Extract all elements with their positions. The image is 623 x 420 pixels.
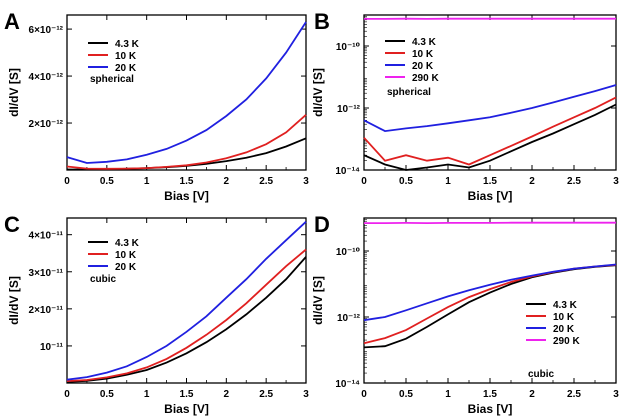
x-tick-label-c: 1.5	[180, 389, 194, 400]
x-axis-label-a: Bias [V]	[164, 189, 209, 203]
x-tick-label-a: 1.5	[180, 176, 194, 187]
y-tick-label-a: 4×10⁻¹²	[29, 72, 64, 83]
x-tick-label-b: 0	[361, 176, 367, 187]
annotation-b: spherical	[387, 87, 431, 98]
x-tick-label-a: 1	[144, 176, 150, 187]
plot-frame-a	[66, 14, 307, 171]
series-line-d-1	[363, 264, 617, 345]
x-tick-label-c: 2	[224, 389, 230, 400]
x-tick-label-b: 2	[529, 176, 535, 187]
y-tick-label-c: 10⁻¹¹	[40, 342, 64, 353]
panel-a: 0 0.5 1 1.5 2 2.5 3 2×10⁻¹² 4×10⁻¹² 6×10⁻¹² Bias […	[4, 9, 309, 203]
legend-entry-c-2: 20 K	[115, 262, 137, 273]
series-line-d-2	[363, 263, 617, 322]
panel-label-a: A	[4, 9, 20, 34]
legend-entry-b-2: 20 K	[412, 61, 434, 72]
legend-a: 4.3 K10 K20 K	[88, 39, 140, 74]
series-line-c-2	[66, 221, 307, 381]
legend-entry-a-0: 4.3 K	[115, 39, 140, 50]
x-tick-label-d: 3	[613, 389, 619, 400]
x-tick-label-a: 0	[64, 176, 70, 187]
x-tick-label-a: 2.5	[259, 176, 273, 187]
plot-frame-d	[363, 217, 617, 384]
y-tick-label-d: 10⁻¹⁴	[335, 379, 360, 390]
series-line-c-1	[66, 248, 307, 382]
legend-entry-c-1: 10 K	[115, 250, 137, 261]
legend-entry-b-0: 4.3 K	[412, 37, 437, 48]
panel-label-b: B	[314, 9, 330, 34]
y-tick-label-b: 10⁻¹⁴	[335, 166, 360, 177]
x-tick-label-c: 0	[64, 389, 70, 400]
annotation-a: spherical	[90, 74, 134, 85]
legend-entry-b-3: 290 K	[412, 73, 439, 84]
x-tick-label-c: 1	[144, 389, 150, 400]
series-line-a-1	[66, 114, 307, 170]
x-tick-label-a: 3	[303, 176, 309, 187]
x-tick-label-a: 2	[224, 176, 230, 187]
y-tick-label-d: 10⁻¹²	[337, 313, 361, 324]
legend-entry-a-2: 20 K	[115, 63, 137, 74]
y-axis-label-b: dI/dV [S]	[311, 68, 325, 117]
x-tick-label-a: 0.5	[100, 176, 114, 187]
y-axis-label-a: dI/dV [S]	[7, 68, 21, 117]
x-tick-label-b: 3	[613, 176, 619, 187]
legend-entry-d-2: 20 K	[553, 324, 575, 335]
y-axis-label-d: dI/dV [S]	[311, 276, 325, 325]
y-tick-label-c: 3×10⁻¹¹	[29, 268, 64, 279]
x-tick-label-d: 1	[445, 389, 451, 400]
panel-label-c: C	[4, 212, 20, 237]
annotation-c: cubic	[90, 274, 117, 285]
legend-entry-c-0: 4.3 K	[115, 238, 140, 249]
y-tick-label-a: 2×10⁻¹²	[29, 119, 64, 130]
panel-label-d: D	[314, 212, 330, 237]
legend-entry-d-0: 4.3 K	[553, 300, 578, 311]
x-tick-label-b: 1.5	[483, 176, 497, 187]
series-line-b-1	[363, 96, 617, 166]
x-tick-label-d: 2	[529, 389, 535, 400]
x-tick-label-b: 2.5	[567, 176, 581, 187]
series-line-a-2	[66, 21, 307, 164]
x-tick-label-d: 2.5	[567, 389, 581, 400]
legend-entry-d-3: 290 K	[553, 336, 580, 347]
legend-entry-b-1: 10 K	[412, 49, 434, 60]
y-tick-label-a: 6×10⁻¹²	[29, 25, 64, 36]
x-tick-label-d: 0	[361, 389, 367, 400]
panel-b: 0 0.5 1 1.5 2 2.5 3 10⁻¹⁴ 10⁻¹² 10⁻¹⁰ Bias [V] dI/d…	[311, 9, 619, 203]
x-axis-label-b: Bias [V]	[468, 189, 513, 203]
x-tick-label-b: 0.5	[399, 176, 413, 187]
x-tick-label-b: 1	[445, 176, 451, 187]
series-line-b-0	[363, 103, 617, 171]
x-tick-label-c: 0.5	[100, 389, 114, 400]
y-tick-label-c: 2×10⁻¹¹	[29, 305, 64, 316]
panel-c: 0 0.5 1 1.5 2 2.5 3 10⁻¹¹ 2×10⁻¹¹ 3×10⁻¹¹ 4×10⁻¹¹ B…	[4, 212, 309, 416]
legend-c: 4.3 K10 K20 K	[88, 238, 140, 273]
series-line-c-0	[66, 256, 307, 383]
x-axis-label-c: Bias [V]	[164, 402, 209, 416]
legend-entry-d-1: 10 K	[553, 312, 575, 323]
series-line-b-2	[363, 84, 617, 133]
legend-entry-a-1: 10 K	[115, 51, 137, 62]
annotation-d: cubic	[528, 369, 555, 380]
panel-d: 0 0.5 1 1.5 2 2.5 3 10⁻¹⁴ 10⁻¹² 10⁻¹⁰ Bias [V] dI/d…	[311, 212, 619, 416]
x-axis-label-d: Bias [V]	[468, 402, 513, 416]
x-tick-label-d: 1.5	[483, 389, 497, 400]
y-tick-label-c: 4×10⁻¹¹	[29, 231, 64, 242]
x-tick-label-c: 3	[303, 389, 309, 400]
x-tick-label-c: 2.5	[259, 389, 273, 400]
y-tick-label-b: 10⁻¹⁰	[336, 42, 360, 53]
x-tick-label-d: 0.5	[399, 389, 413, 400]
y-tick-label-d: 10⁻¹⁰	[336, 247, 360, 258]
y-tick-label-b: 10⁻¹²	[337, 104, 361, 115]
y-axis-label-c: dI/dV [S]	[7, 276, 21, 325]
